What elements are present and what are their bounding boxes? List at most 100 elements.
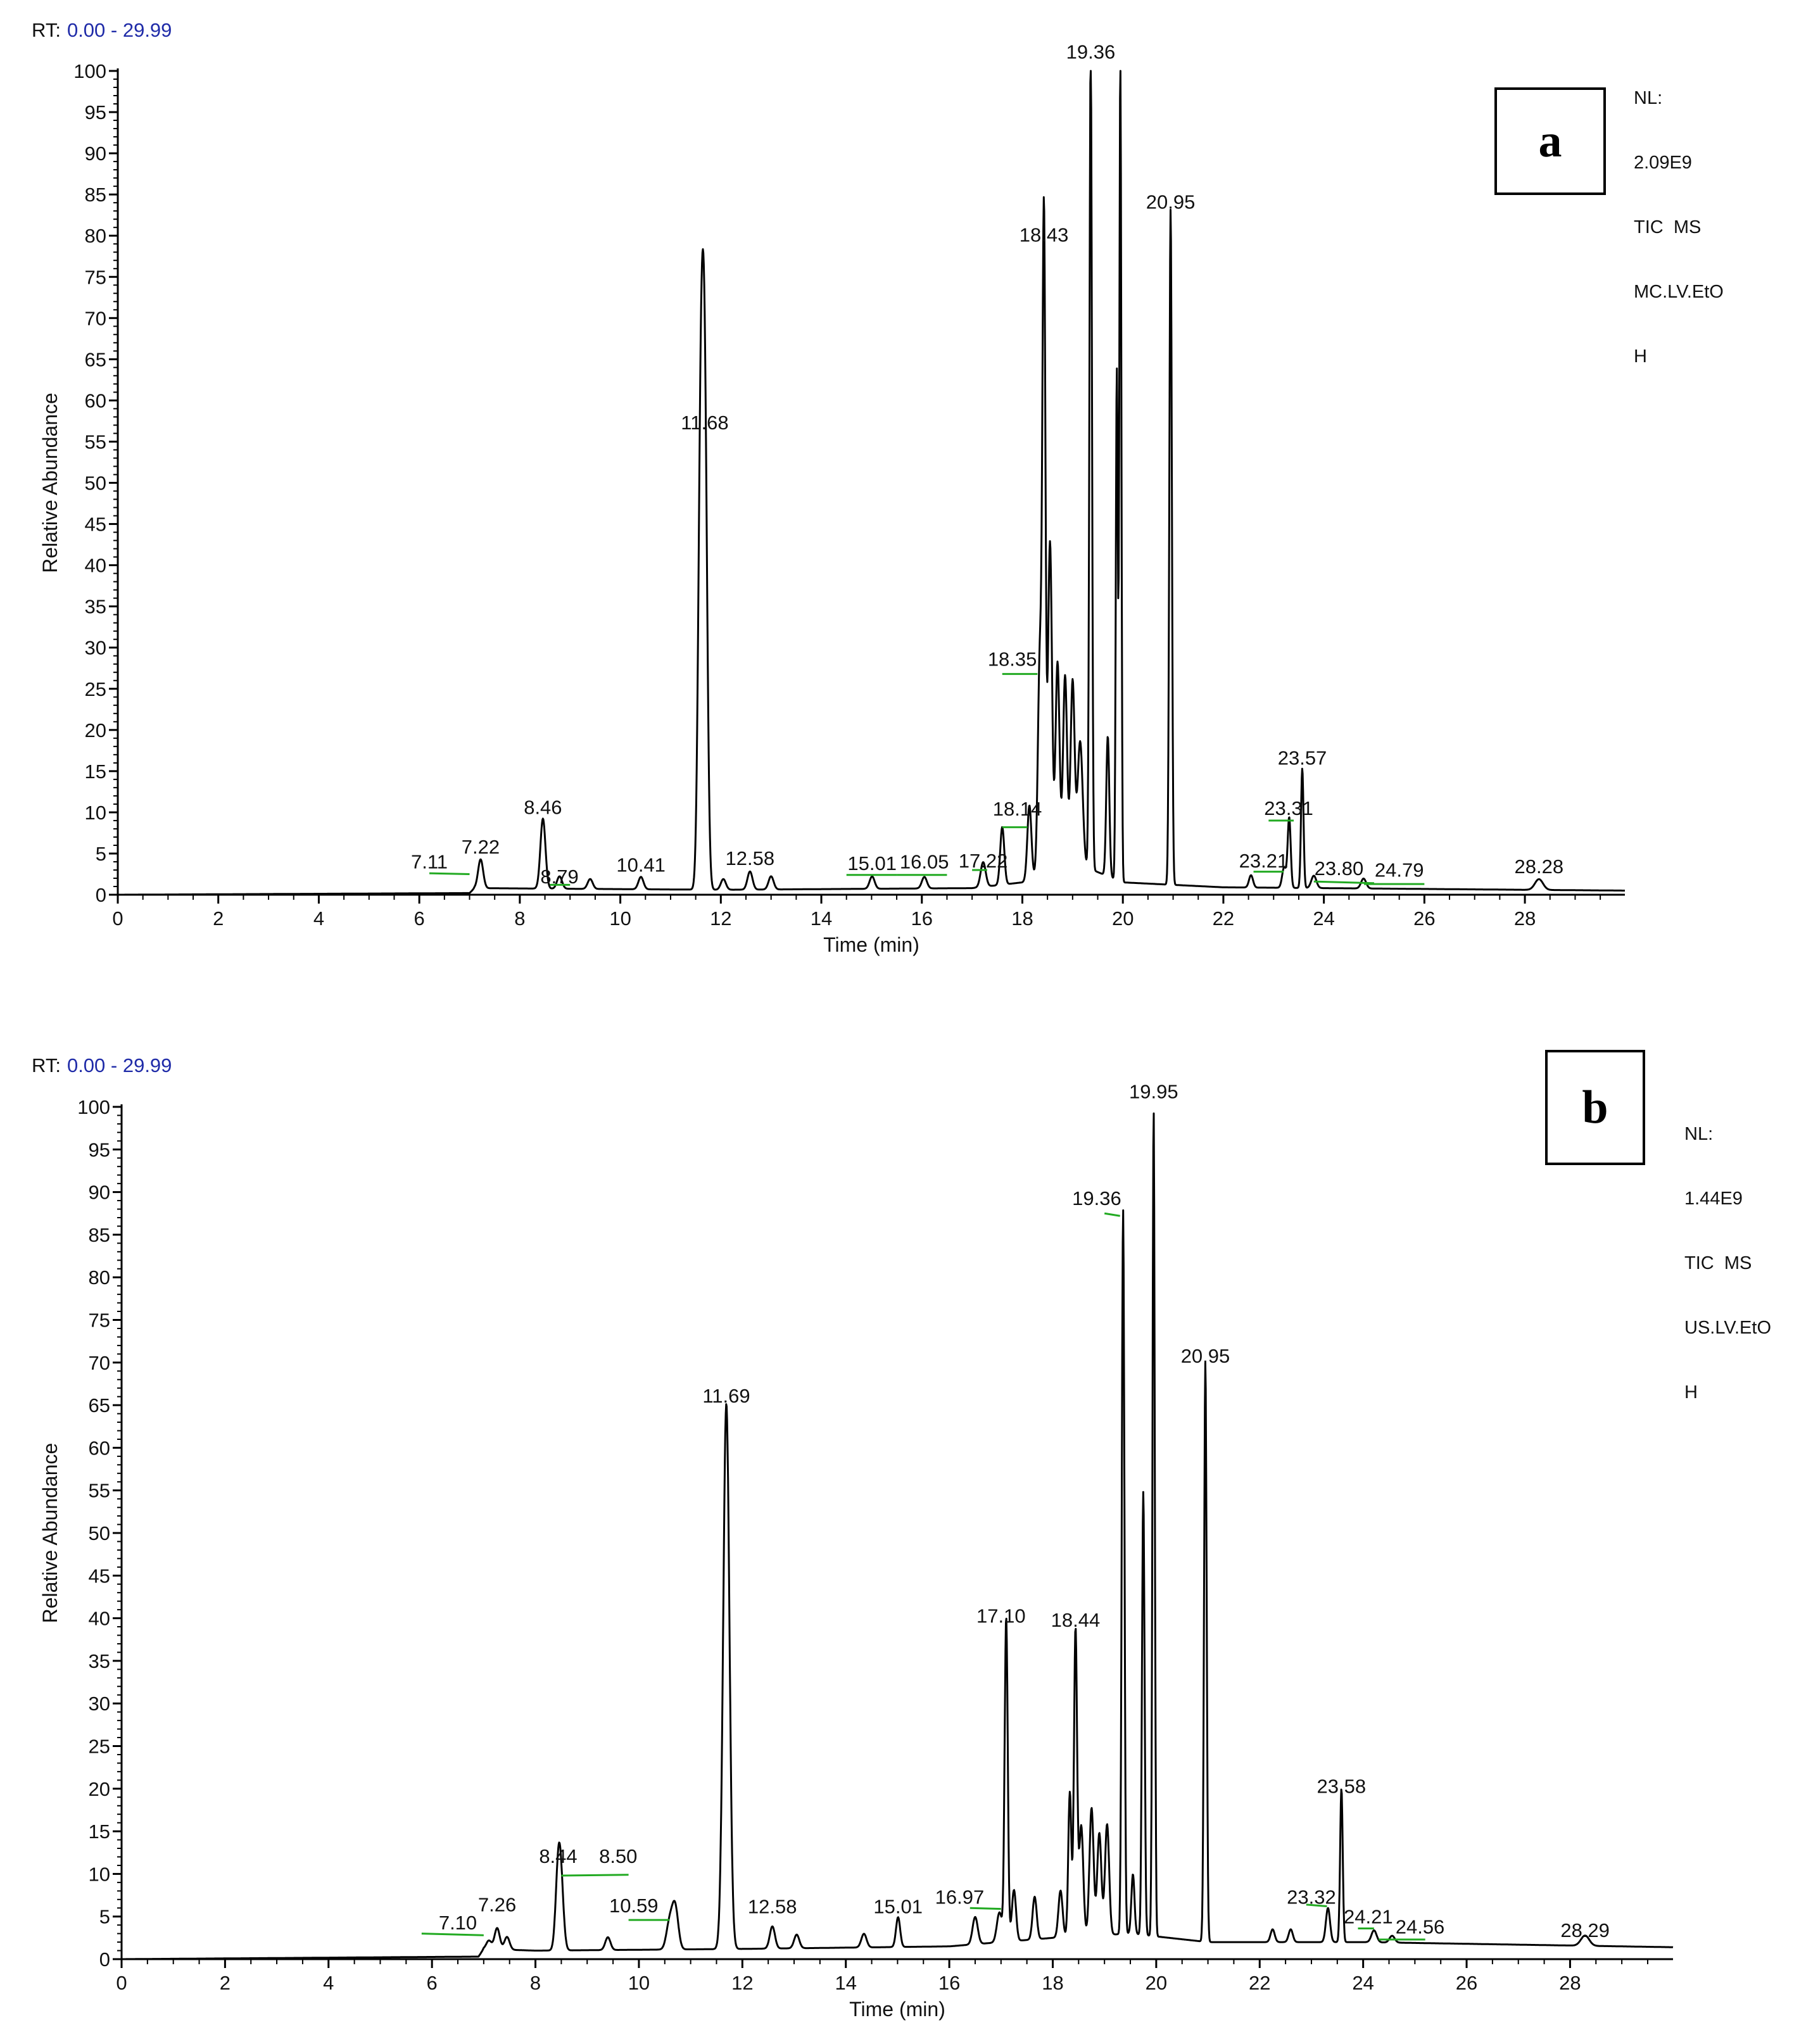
- y-tick-label: 75: [85, 266, 106, 288]
- y-tick-label: 45: [89, 1565, 110, 1587]
- x-tick-label: 16: [938, 1972, 960, 1994]
- peak-label: 23.57: [1278, 747, 1327, 769]
- panel-label-b: b: [1545, 1050, 1645, 1165]
- nl-line: H: [1684, 1382, 1698, 1403]
- x-axis-title: Time (min): [823, 933, 919, 956]
- peak-label: 17.10: [976, 1605, 1026, 1627]
- y-tick-label: 85: [89, 1224, 110, 1246]
- y-tick-label: 80: [89, 1266, 110, 1289]
- peak-marker: [1313, 880, 1375, 885]
- peak-label: 11.68: [681, 412, 728, 434]
- y-tick-label: 50: [85, 472, 106, 495]
- peak-marker: [561, 1874, 629, 1877]
- x-tick-label: 4: [313, 907, 324, 930]
- nl-info-b: NL: 1.44E9 TIC MS US.LV.EtO H: [1684, 1080, 1771, 1425]
- peak-label: 28.28: [1515, 855, 1564, 878]
- peak-label: 24.21: [1344, 1905, 1393, 1930]
- x-tick-label: 12: [710, 907, 731, 930]
- y-tick-label: 0: [96, 884, 106, 906]
- peak-label: 7.11: [411, 850, 470, 875]
- peak-label: 20.95: [1181, 1345, 1230, 1367]
- x-tick-label: 10: [628, 1972, 650, 1994]
- y-tick-label: 45: [85, 514, 106, 536]
- peak-label: 7.10: [421, 1912, 484, 1936]
- rt-range-value-a: 0.00 - 29.99: [66, 19, 172, 41]
- peak-label: 17.22: [959, 850, 1008, 872]
- x-tick-label: 24: [1352, 1972, 1373, 1994]
- peak-label-text: 18.43: [1020, 224, 1069, 246]
- peak-label: 15.01: [846, 852, 897, 876]
- peak-label: 16.05: [897, 850, 949, 876]
- y-tick-label: 65: [85, 348, 106, 370]
- peak-label-text: 23.32: [1287, 1886, 1336, 1908]
- peak-label-text: 24.56: [1396, 1916, 1445, 1938]
- peak-label: 18.44: [1051, 1609, 1101, 1631]
- peak-label: 23.32: [1287, 1886, 1336, 1908]
- peak-label-text: 20.95: [1181, 1345, 1230, 1367]
- y-tick-label: 0: [99, 1948, 110, 1971]
- peak-label-text: 16.05: [900, 850, 949, 873]
- y-tick-label: 100: [77, 1096, 110, 1118]
- peak-label: 7.22: [462, 836, 500, 858]
- x-tick-label: 26: [1456, 1972, 1477, 1994]
- peak-label: 16.97: [935, 1886, 1001, 1910]
- y-axis-title: Relative Abundance: [39, 1443, 61, 1624]
- y-tick-label: 65: [89, 1394, 110, 1416]
- y-tick-label: 40: [85, 555, 106, 577]
- y-tick-label: 5: [96, 843, 106, 865]
- rt-range-a: RT: 0.00 - 29.99: [32, 19, 172, 42]
- rt-range-value-b: 0.00 - 29.99: [66, 1054, 172, 1076]
- peak-label-text: 28.28: [1515, 855, 1564, 878]
- y-tick-label: 100: [73, 60, 106, 82]
- y-tick-label: 20: [85, 719, 106, 741]
- peak-label-text: 7.10: [439, 1912, 477, 1934]
- x-tick-label: 14: [835, 1972, 856, 1994]
- peak-label: 20.95: [1146, 191, 1196, 213]
- x-tick-label: 10: [609, 907, 631, 930]
- x-tick-label: 0: [116, 1972, 127, 1994]
- peak-label-text: 18.14: [993, 798, 1042, 820]
- y-tick-label: 15: [89, 1820, 110, 1843]
- y-tick-label: 85: [85, 184, 106, 206]
- peak-label: 19.36: [1066, 41, 1116, 63]
- peak-label: 23.31: [1264, 797, 1313, 822]
- peak-label-text: 12.58: [748, 1895, 797, 1917]
- peak-label-text: 24.79: [1375, 859, 1424, 881]
- y-tick-label: 25: [85, 678, 106, 700]
- y-tick-label: 70: [89, 1352, 110, 1374]
- y-tick-label: 5: [99, 1906, 110, 1928]
- y-tick-label: 95: [85, 101, 106, 123]
- tic-trace: [117, 70, 1626, 896]
- x-axis-title: Time (min): [849, 1998, 945, 2021]
- peak-label: 23.80: [1313, 857, 1375, 885]
- peak-label-text: 23.31: [1264, 797, 1313, 819]
- rt-range-b: RT: 0.00 - 29.99: [32, 1054, 172, 1077]
- x-tick-label: 22: [1213, 907, 1234, 930]
- rt-label-b: RT:: [32, 1054, 61, 1076]
- x-tick-label: 8: [530, 1972, 541, 1994]
- x-tick-label: 0: [112, 907, 123, 930]
- peak-label: 11.69: [702, 1385, 750, 1407]
- peak-label: 8.46: [524, 797, 562, 819]
- y-tick-label: 90: [85, 142, 106, 165]
- x-tick-label: 12: [731, 1972, 753, 1994]
- peak-label-text: 20.95: [1146, 191, 1196, 213]
- peak-label-text: 23.58: [1317, 1776, 1367, 1798]
- x-tick-label: 14: [811, 907, 832, 930]
- y-tick-label: 60: [85, 389, 106, 412]
- y-tick-label: 10: [89, 1863, 110, 1885]
- peak-marker: [429, 872, 470, 875]
- chart-panel-b: 0510152025303540455055606570758085909510…: [39, 1081, 1674, 2021]
- peak-label: 23.58: [1317, 1776, 1367, 1798]
- x-tick-label: 6: [427, 1972, 438, 1994]
- peak-label-text: 8.50: [599, 1845, 637, 1867]
- peak-label-text: 7.11: [411, 850, 448, 873]
- y-tick-label: 25: [89, 1736, 110, 1758]
- peak-label: 8.44: [539, 1845, 577, 1867]
- peak-label: 19.95: [1129, 1081, 1178, 1103]
- x-tick-label: 20: [1146, 1972, 1167, 1994]
- x-tick-label: 20: [1112, 907, 1133, 930]
- peak-label-text: 17.22: [959, 850, 1008, 872]
- x-tick-label: 2: [213, 907, 224, 930]
- y-tick-label: 75: [89, 1309, 110, 1332]
